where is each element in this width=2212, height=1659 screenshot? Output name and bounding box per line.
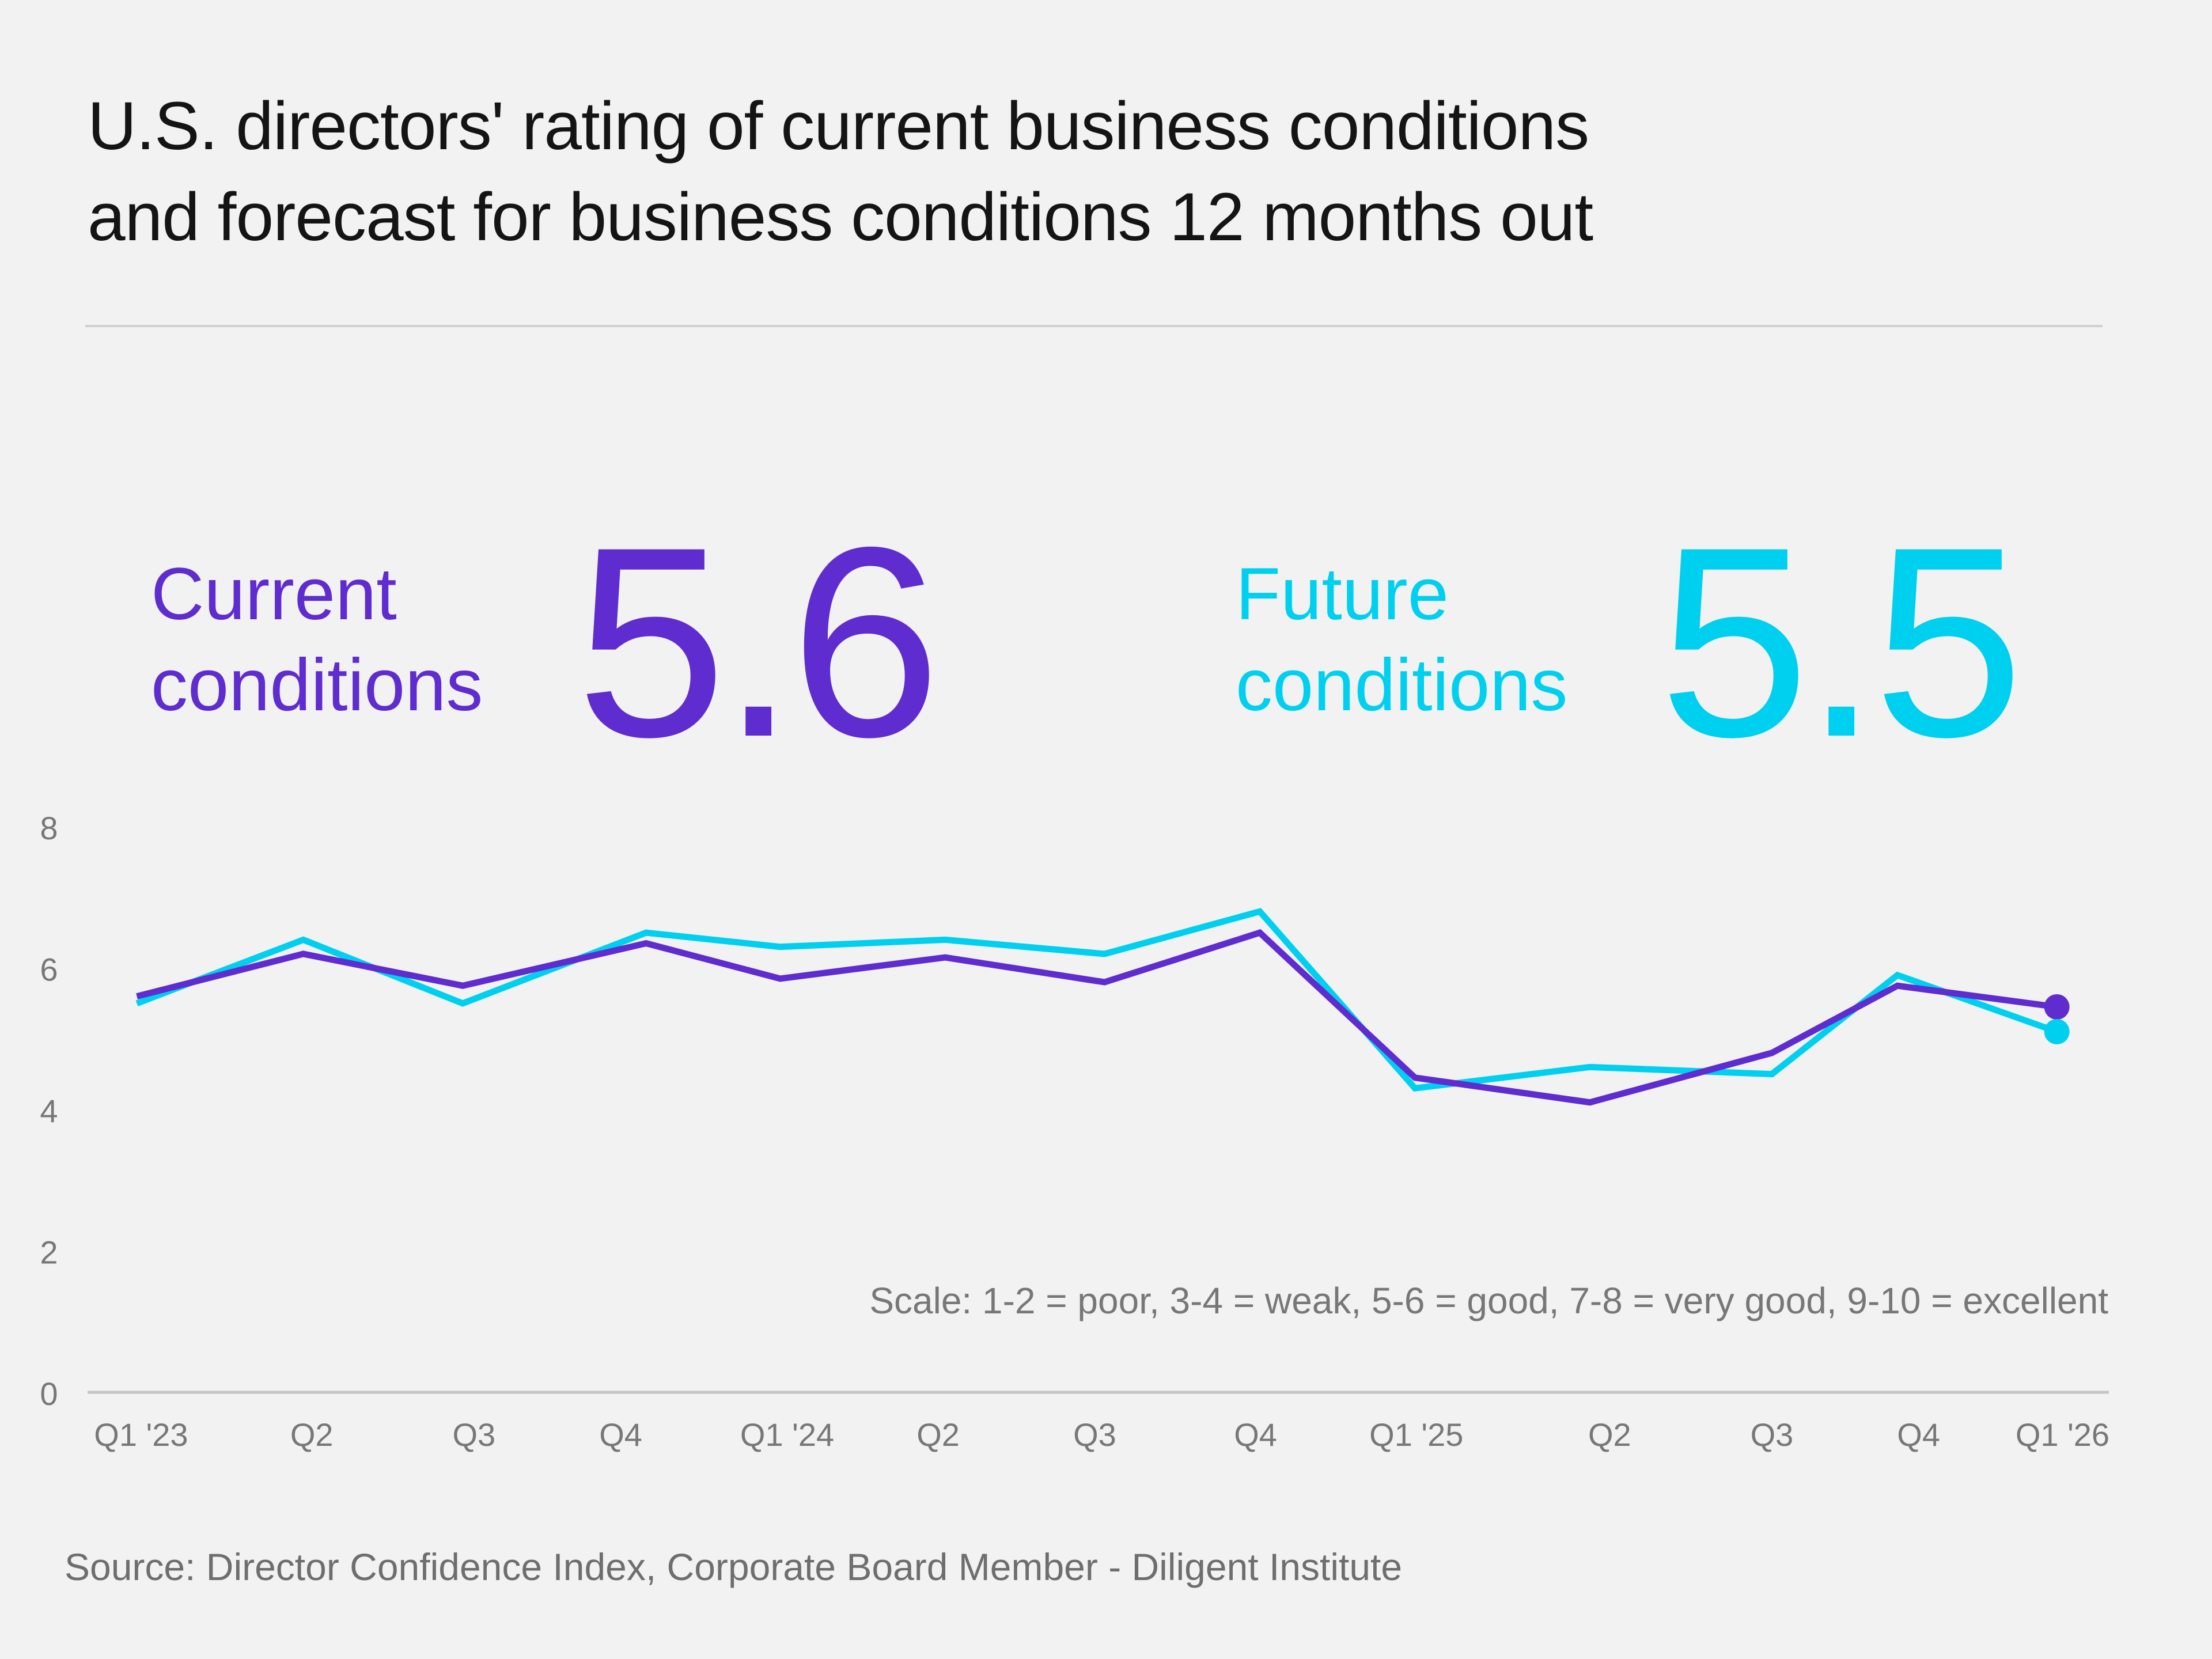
y-tick-label: 6 — [40, 952, 58, 988]
x-tick-label: Q1 '24 — [740, 1416, 834, 1453]
future-conditions-value: 5.5 — [1659, 491, 2024, 793]
x-tick-label: Q3 — [1751, 1416, 1794, 1453]
future-series-line — [135, 908, 2058, 1092]
scale-annotation: Scale: 1-2 = poor, 3-4 = weak, 5-6 = goo… — [869, 1280, 2108, 1321]
current-conditions-value: 5.6 — [576, 491, 941, 793]
y-tick-label: 4 — [40, 1093, 58, 1129]
x-tick-label: Q4 — [1234, 1416, 1277, 1453]
source-note: Source: Director Confidence Index, Corpo… — [65, 1546, 1403, 1588]
y-tick-label: 8 — [40, 810, 58, 846]
x-tick-label: Q4 — [1897, 1416, 1940, 1453]
y-tick-label: 0 — [40, 1376, 58, 1412]
x-tick-label: Q2 — [1588, 1416, 1631, 1453]
x-tick-label: Q3 — [453, 1416, 496, 1453]
x-tick-label: Q1 '23 — [94, 1416, 188, 1453]
future-conditions-label: Future conditions — [1236, 553, 1568, 726]
title-divider — [85, 325, 2103, 327]
x-tick-label: Q1 '26 — [2016, 1416, 2109, 1453]
title-line-2: and forecast for business conditions 12 … — [88, 179, 1593, 255]
current-series-line — [136, 929, 2058, 1106]
x-tick-label: Q4 — [599, 1416, 642, 1453]
y-tick-label: 2 — [40, 1234, 58, 1271]
chart-title: U.S. directors' rating of current busine… — [88, 81, 1593, 263]
current-data-point — [2044, 994, 2070, 1020]
future-data-point — [2044, 1018, 2070, 1044]
x-tick-label: Q2 — [916, 1416, 960, 1453]
x-tick-label: Q3 — [1073, 1416, 1116, 1453]
x-tick-label: Q1 '25 — [1369, 1416, 1463, 1453]
current-conditions-label: Current conditions — [151, 553, 483, 726]
x-tick-label: Q2 — [290, 1416, 334, 1453]
title-line-1: U.S. directors' rating of current busine… — [88, 88, 1589, 164]
